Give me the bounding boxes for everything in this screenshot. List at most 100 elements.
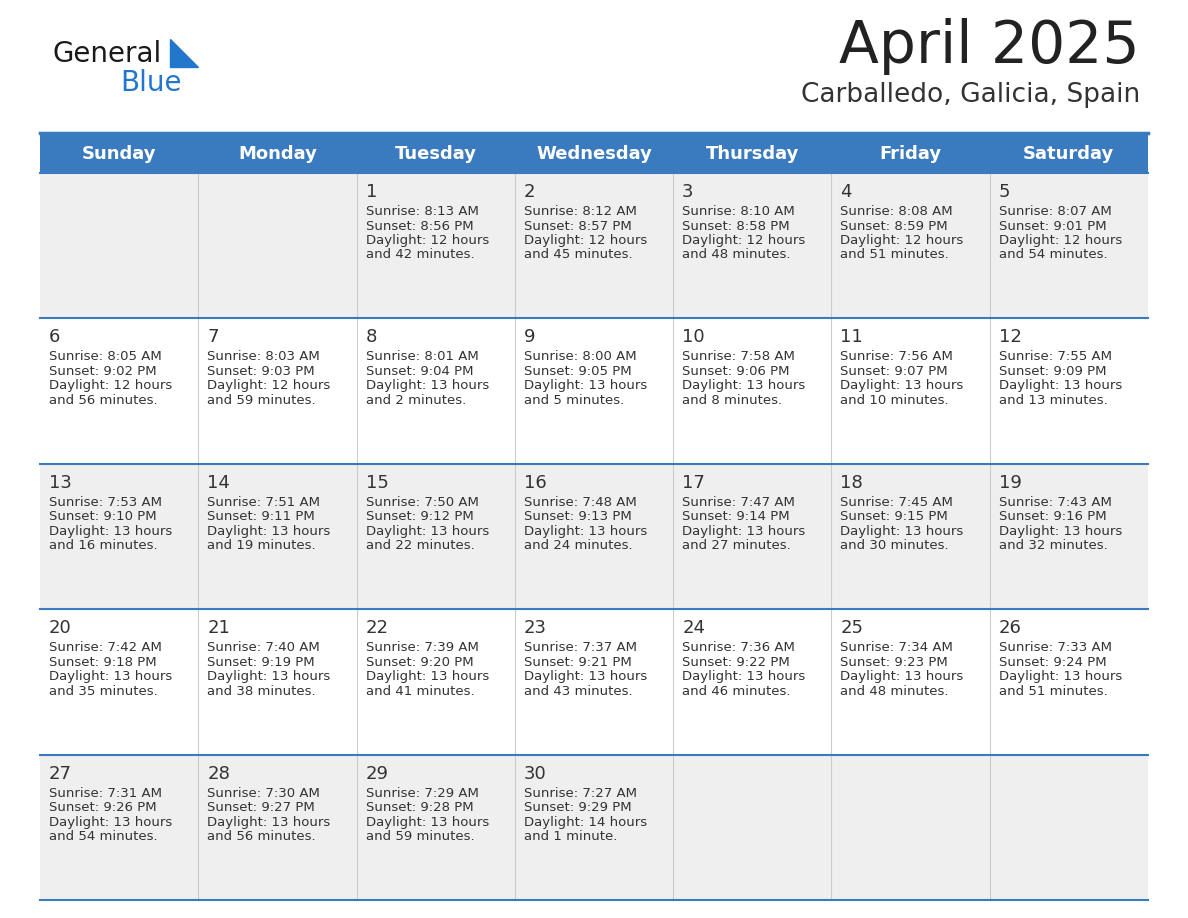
Bar bbox=[40, 319, 1148, 464]
Text: Sunset: 8:56 PM: Sunset: 8:56 PM bbox=[366, 219, 473, 232]
Text: and 13 minutes.: and 13 minutes. bbox=[999, 394, 1107, 407]
Text: Sunset: 9:02 PM: Sunset: 9:02 PM bbox=[49, 364, 157, 378]
Text: Sunrise: 7:40 AM: Sunrise: 7:40 AM bbox=[207, 641, 320, 655]
Text: Tuesday: Tuesday bbox=[394, 145, 476, 163]
Text: 27: 27 bbox=[49, 765, 72, 783]
Text: Sunset: 9:19 PM: Sunset: 9:19 PM bbox=[207, 655, 315, 668]
Text: and 59 minutes.: and 59 minutes. bbox=[366, 830, 474, 843]
Text: and 48 minutes.: and 48 minutes. bbox=[840, 685, 949, 698]
Text: Monday: Monday bbox=[238, 145, 317, 163]
Text: Sunset: 9:27 PM: Sunset: 9:27 PM bbox=[207, 801, 315, 814]
Text: and 30 minutes.: and 30 minutes. bbox=[840, 539, 949, 553]
Bar bbox=[40, 755, 1148, 900]
Text: Sunrise: 8:00 AM: Sunrise: 8:00 AM bbox=[524, 351, 637, 364]
Text: 20: 20 bbox=[49, 620, 71, 637]
Text: Daylight: 13 hours: Daylight: 13 hours bbox=[366, 815, 488, 829]
Text: 3: 3 bbox=[682, 183, 694, 201]
Text: and 5 minutes.: and 5 minutes. bbox=[524, 394, 624, 407]
Text: Daylight: 13 hours: Daylight: 13 hours bbox=[49, 525, 172, 538]
Text: Sunset: 9:23 PM: Sunset: 9:23 PM bbox=[840, 655, 948, 668]
Text: Daylight: 12 hours: Daylight: 12 hours bbox=[999, 234, 1121, 247]
Text: 2: 2 bbox=[524, 183, 536, 201]
Text: Daylight: 13 hours: Daylight: 13 hours bbox=[840, 379, 963, 392]
Text: Sunset: 9:15 PM: Sunset: 9:15 PM bbox=[840, 510, 948, 523]
Text: Sunset: 9:01 PM: Sunset: 9:01 PM bbox=[999, 219, 1106, 232]
Text: 21: 21 bbox=[207, 620, 230, 637]
Text: Sunrise: 7:27 AM: Sunrise: 7:27 AM bbox=[524, 787, 637, 800]
Text: Blue: Blue bbox=[120, 69, 182, 97]
Text: Daylight: 13 hours: Daylight: 13 hours bbox=[999, 379, 1121, 392]
Text: Daylight: 12 hours: Daylight: 12 hours bbox=[366, 234, 488, 247]
Text: Thursday: Thursday bbox=[706, 145, 800, 163]
Text: Sunrise: 7:51 AM: Sunrise: 7:51 AM bbox=[207, 496, 321, 509]
Text: and 56 minutes.: and 56 minutes. bbox=[49, 394, 158, 407]
Text: Sunrise: 7:48 AM: Sunrise: 7:48 AM bbox=[524, 496, 637, 509]
Text: and 22 minutes.: and 22 minutes. bbox=[366, 539, 474, 553]
Text: Sunrise: 7:33 AM: Sunrise: 7:33 AM bbox=[999, 641, 1112, 655]
Text: Sunset: 9:24 PM: Sunset: 9:24 PM bbox=[999, 655, 1106, 668]
Text: 10: 10 bbox=[682, 329, 704, 346]
Text: Sunrise: 7:34 AM: Sunrise: 7:34 AM bbox=[840, 641, 953, 655]
Text: Sunrise: 7:55 AM: Sunrise: 7:55 AM bbox=[999, 351, 1112, 364]
Text: April 2025: April 2025 bbox=[840, 18, 1140, 75]
Text: Sunrise: 7:30 AM: Sunrise: 7:30 AM bbox=[207, 787, 320, 800]
Text: Daylight: 13 hours: Daylight: 13 hours bbox=[524, 379, 647, 392]
Text: Sunrise: 8:03 AM: Sunrise: 8:03 AM bbox=[207, 351, 320, 364]
Text: Daylight: 13 hours: Daylight: 13 hours bbox=[682, 670, 805, 683]
Text: 24: 24 bbox=[682, 620, 706, 637]
Text: Sunset: 9:28 PM: Sunset: 9:28 PM bbox=[366, 801, 473, 814]
Text: and 2 minutes.: and 2 minutes. bbox=[366, 394, 466, 407]
Text: and 43 minutes.: and 43 minutes. bbox=[524, 685, 632, 698]
Text: Sunrise: 7:42 AM: Sunrise: 7:42 AM bbox=[49, 641, 162, 655]
Text: Sunset: 9:16 PM: Sunset: 9:16 PM bbox=[999, 510, 1106, 523]
Text: 6: 6 bbox=[49, 329, 61, 346]
Bar bbox=[40, 464, 1148, 610]
Text: Sunset: 9:11 PM: Sunset: 9:11 PM bbox=[207, 510, 315, 523]
Text: and 45 minutes.: and 45 minutes. bbox=[524, 249, 632, 262]
Text: Sunset: 9:06 PM: Sunset: 9:06 PM bbox=[682, 364, 790, 378]
Text: Daylight: 13 hours: Daylight: 13 hours bbox=[366, 379, 488, 392]
Text: Carballedo, Galicia, Spain: Carballedo, Galicia, Spain bbox=[801, 82, 1140, 108]
Text: 26: 26 bbox=[999, 620, 1022, 637]
Text: and 1 minute.: and 1 minute. bbox=[524, 830, 618, 843]
Text: Sunrise: 7:56 AM: Sunrise: 7:56 AM bbox=[840, 351, 953, 364]
Bar bbox=[40, 610, 1148, 755]
Text: and 54 minutes.: and 54 minutes. bbox=[49, 830, 158, 843]
Text: Sunday: Sunday bbox=[82, 145, 157, 163]
Text: Sunrise: 7:45 AM: Sunrise: 7:45 AM bbox=[840, 496, 953, 509]
Text: Sunset: 9:12 PM: Sunset: 9:12 PM bbox=[366, 510, 473, 523]
Text: Sunset: 9:22 PM: Sunset: 9:22 PM bbox=[682, 655, 790, 668]
Text: 30: 30 bbox=[524, 765, 546, 783]
Text: 9: 9 bbox=[524, 329, 536, 346]
Text: Sunrise: 8:01 AM: Sunrise: 8:01 AM bbox=[366, 351, 479, 364]
Text: 5: 5 bbox=[999, 183, 1010, 201]
Text: 18: 18 bbox=[840, 474, 864, 492]
Text: 14: 14 bbox=[207, 474, 230, 492]
Text: and 42 minutes.: and 42 minutes. bbox=[366, 249, 474, 262]
Text: Daylight: 12 hours: Daylight: 12 hours bbox=[840, 234, 963, 247]
Text: Sunrise: 7:47 AM: Sunrise: 7:47 AM bbox=[682, 496, 795, 509]
Text: 13: 13 bbox=[49, 474, 72, 492]
Text: Daylight: 13 hours: Daylight: 13 hours bbox=[524, 670, 647, 683]
Text: and 51 minutes.: and 51 minutes. bbox=[840, 249, 949, 262]
Text: and 35 minutes.: and 35 minutes. bbox=[49, 685, 158, 698]
Text: 29: 29 bbox=[366, 765, 388, 783]
Bar bbox=[40, 135, 1148, 173]
Text: 25: 25 bbox=[840, 620, 864, 637]
Text: Sunrise: 8:08 AM: Sunrise: 8:08 AM bbox=[840, 205, 953, 218]
Text: Sunset: 9:07 PM: Sunset: 9:07 PM bbox=[840, 364, 948, 378]
Text: 16: 16 bbox=[524, 474, 546, 492]
Text: and 38 minutes.: and 38 minutes. bbox=[207, 685, 316, 698]
Text: and 48 minutes.: and 48 minutes. bbox=[682, 249, 791, 262]
Text: Sunset: 9:04 PM: Sunset: 9:04 PM bbox=[366, 364, 473, 378]
Text: Daylight: 12 hours: Daylight: 12 hours bbox=[49, 379, 172, 392]
Text: Sunset: 9:21 PM: Sunset: 9:21 PM bbox=[524, 655, 632, 668]
Text: Sunset: 8:57 PM: Sunset: 8:57 PM bbox=[524, 219, 632, 232]
Text: Sunset: 8:59 PM: Sunset: 8:59 PM bbox=[840, 219, 948, 232]
Text: and 19 minutes.: and 19 minutes. bbox=[207, 539, 316, 553]
Text: and 10 minutes.: and 10 minutes. bbox=[840, 394, 949, 407]
Text: Sunrise: 7:36 AM: Sunrise: 7:36 AM bbox=[682, 641, 795, 655]
Text: Sunrise: 7:50 AM: Sunrise: 7:50 AM bbox=[366, 496, 479, 509]
Bar bbox=[40, 173, 1148, 319]
Text: Sunrise: 8:10 AM: Sunrise: 8:10 AM bbox=[682, 205, 795, 218]
